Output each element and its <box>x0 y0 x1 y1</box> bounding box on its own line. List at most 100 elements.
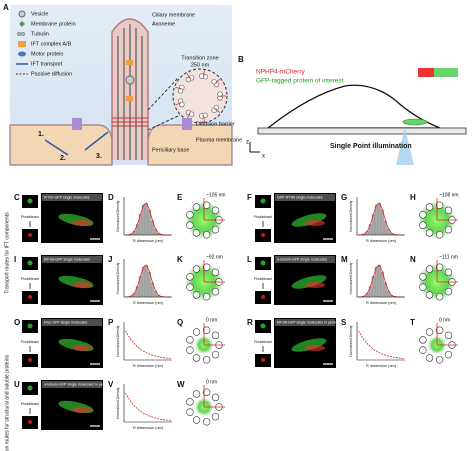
y-axis-label: Normalized Density <box>116 200 120 231</box>
microtubule <box>435 356 444 364</box>
legend-label: Tubulin <box>31 31 49 37</box>
microtubule <box>425 203 434 211</box>
microtubule <box>202 263 211 271</box>
histogram-bar <box>377 202 381 236</box>
axes <box>356 259 405 298</box>
microtubule <box>186 273 194 281</box>
panel-letter: S <box>341 318 347 327</box>
y-link <box>175 102 182 106</box>
microtubule <box>211 79 217 85</box>
spot <box>260 323 266 329</box>
y-link <box>215 108 221 114</box>
axes <box>123 259 172 298</box>
microtubule <box>199 73 205 79</box>
caption: Free GFP single molecules <box>44 321 87 325</box>
panel-letter: T <box>410 318 415 327</box>
microtubule <box>211 225 220 234</box>
microtubule <box>435 293 444 301</box>
panel-letter: W <box>177 380 185 389</box>
y-link <box>175 86 182 90</box>
microtubule <box>202 112 208 119</box>
microtubule <box>202 356 211 364</box>
distance-label: ~92 nm <box>206 254 223 260</box>
spot <box>260 260 266 266</box>
panel-letter: F <box>247 193 252 202</box>
legend-label: Passive diffusion <box>31 71 72 77</box>
legend-label: NPHP4-mCherry <box>256 69 306 76</box>
y-axis-label: Normalized Density <box>349 325 353 356</box>
microtubule <box>192 229 201 237</box>
microtubule <box>192 416 201 424</box>
step: 2. <box>60 155 66 162</box>
caption: α-tubulin-GFP single molecules in permea… <box>44 383 130 387</box>
distance-label: 0 nm <box>206 379 217 385</box>
microtubule <box>419 346 427 354</box>
photobleach-label: Photobleach <box>254 340 272 344</box>
microtubule <box>186 408 194 416</box>
microtubule <box>444 268 453 277</box>
microtubule <box>435 263 444 271</box>
caption-box <box>42 381 102 388</box>
x-axis-label: R dimension (nm) <box>366 301 397 305</box>
caption: KIF3A-GFP single molecules in permeabili… <box>277 321 359 325</box>
red-signal <box>305 282 325 288</box>
microtubule <box>192 291 201 299</box>
y-link <box>186 113 191 119</box>
microtubule <box>435 201 444 209</box>
microtubule <box>211 393 220 402</box>
microtubule <box>444 331 453 340</box>
legend-label: IFT transport <box>31 61 63 67</box>
fit-curve <box>358 330 404 359</box>
row-group-label: Diffusion routes for structural and solu… <box>4 355 10 451</box>
microtubule <box>444 350 453 359</box>
microtubule <box>425 265 434 273</box>
spot <box>28 295 32 299</box>
microtubule <box>211 412 220 421</box>
legend-label: Vesicle <box>31 11 48 17</box>
spot <box>27 260 33 266</box>
spot <box>261 358 265 362</box>
panel-letter: P <box>108 318 114 327</box>
y-link <box>203 70 205 77</box>
x-axis-label: R dimension (nm) <box>133 239 164 243</box>
photobleach-label: Photobleach <box>21 340 39 344</box>
spot <box>28 233 32 237</box>
photobleach-label: Photobleach <box>21 402 39 406</box>
legend-icon <box>18 51 26 57</box>
spot <box>261 295 265 299</box>
label: Single Point illumination <box>330 143 412 150</box>
caption-box <box>42 256 102 263</box>
panel-letter: E <box>177 193 183 202</box>
panel-set: U Photobleach α-tubulin-GFP single molecul… <box>14 379 225 430</box>
spot <box>28 420 32 424</box>
photobleach-label: Photobleach <box>254 277 272 281</box>
red-signal <box>305 345 325 351</box>
microtubule <box>202 388 211 396</box>
microtubule <box>202 201 211 209</box>
microtubule <box>217 91 223 97</box>
distance-label: 0 nm <box>439 317 450 323</box>
panel-letter: Q <box>177 318 183 327</box>
microtubule <box>186 398 194 406</box>
panel-letter: D <box>108 193 114 202</box>
x-axis-label: R dimension (nm) <box>133 364 164 368</box>
label: Plasma membrane <box>196 137 242 143</box>
y-axis-label: Normalized Density <box>349 200 353 231</box>
axis-label: z <box>246 140 249 146</box>
zoom-line <box>147 114 181 131</box>
panel-letter: H <box>410 193 416 202</box>
microtubule <box>425 354 434 362</box>
red-signal <box>72 220 92 226</box>
microtubule <box>419 273 427 281</box>
microtubule <box>213 104 220 111</box>
cell <box>266 84 441 129</box>
transport-arrow <box>84 131 109 151</box>
spot <box>260 198 266 204</box>
microtubule <box>419 283 427 291</box>
panel-set: R Photobleach KIF3A-GFP single molecules i… <box>247 317 458 368</box>
caption: α-tubulin-GFP single molecules <box>277 258 327 262</box>
panel-set: O Photobleach Free GFP single molecules PNo… <box>14 317 225 368</box>
panel-letter: G <box>341 193 347 202</box>
caption-box <box>42 319 102 326</box>
green-signal <box>291 213 327 227</box>
